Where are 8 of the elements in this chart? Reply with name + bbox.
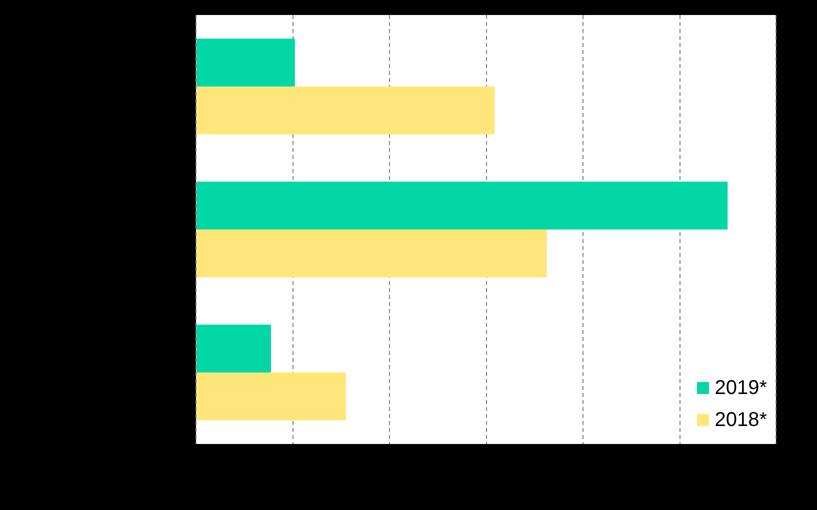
- bar: [196, 182, 728, 230]
- bar: [196, 38, 295, 86]
- bar: [196, 372, 346, 420]
- bar: [196, 86, 495, 134]
- bar: [196, 324, 271, 372]
- legend-label: 2018*: [714, 408, 767, 432]
- legend-label: 2019*: [714, 376, 767, 400]
- bar: [196, 230, 547, 278]
